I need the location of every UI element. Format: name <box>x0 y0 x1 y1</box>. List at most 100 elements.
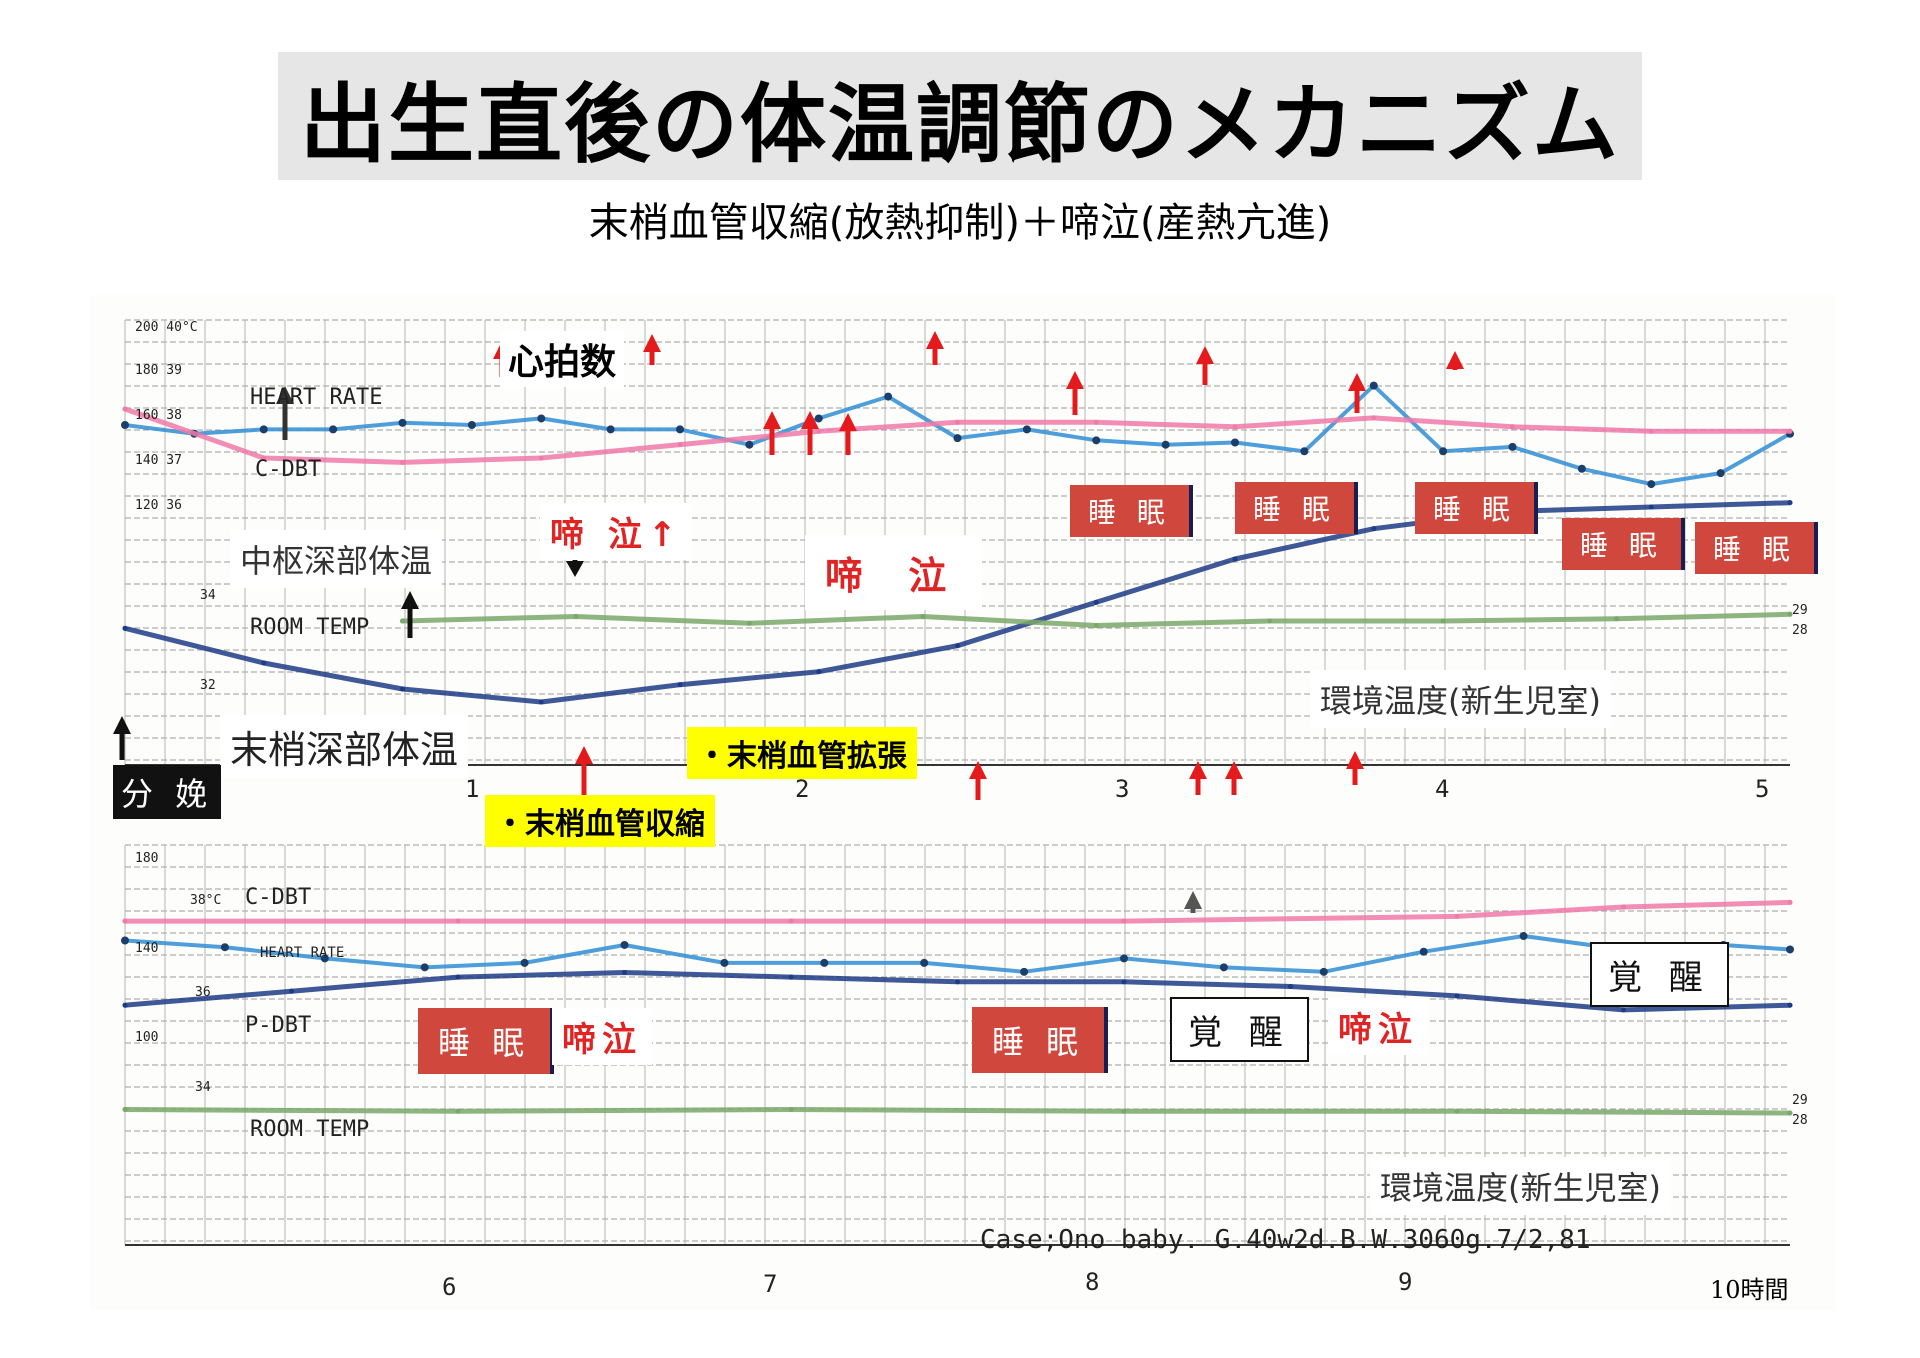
c-dbt-label: C-DBT <box>255 457 322 482</box>
data-point <box>1121 918 1127 924</box>
crying-arrow-head <box>1196 346 1214 364</box>
data-point <box>820 958 829 967</box>
data-point <box>676 425 684 434</box>
data-point <box>1319 967 1328 976</box>
data-point <box>1716 469 1725 478</box>
awake-label-1: 覚 醒 <box>1170 997 1309 1062</box>
p-dbt-label: P-DBT <box>245 1013 312 1038</box>
data-point <box>259 425 268 434</box>
data-point <box>920 958 929 967</box>
delivery-label: 分 娩 <box>113 765 222 819</box>
room-temp-label-top: ROOM TEMP <box>250 615 370 640</box>
data-point <box>261 455 267 461</box>
room-tick: 29 <box>1792 603 1808 618</box>
data-point <box>1161 440 1170 449</box>
data-point <box>1092 436 1101 445</box>
awake-label-2: 覚 醒 <box>1590 942 1729 1007</box>
y-tick: 34 <box>195 1080 211 1095</box>
data-point <box>1121 979 1127 985</box>
data-point <box>1648 428 1654 434</box>
data-point <box>1093 599 1099 605</box>
data-point <box>537 414 546 423</box>
data-point <box>289 988 294 994</box>
core-temp-arrow-head <box>276 386 294 404</box>
data-point <box>261 660 267 666</box>
crying-arrow-head <box>1189 761 1207 779</box>
data-point <box>467 421 476 429</box>
sleep-label-7: 睡 眠 <box>972 1007 1109 1073</box>
data-point <box>455 974 461 980</box>
data-point <box>1120 954 1128 963</box>
data-point <box>1787 428 1793 434</box>
data-point <box>1508 442 1517 451</box>
chart-sheet: HEART RATE C-DBT ROOM TEMP C-DBT HEART R… <box>90 295 1835 1310</box>
series-line-c-dbt <box>122 899 1793 924</box>
x-tick: 9 <box>1398 1268 1413 1296</box>
data-point <box>953 434 962 443</box>
series-line-heart-rate <box>123 934 1792 974</box>
peripheral-temp-label: 末梢深部体温 <box>220 715 469 778</box>
page-subtitle: 末梢血管収縮(放熱抑制)＋啼泣(産熱亢進) <box>588 200 1332 246</box>
case-note: Case;Ono baby. G.40w2d.B.W.3060g.7/2,81 <box>980 1225 1591 1255</box>
x-tick: 3 <box>1115 775 1130 803</box>
crying-label-bottom-2: 啼泣 <box>1328 998 1428 1055</box>
x-tick: 8 <box>1085 1268 1100 1296</box>
data-point <box>1219 963 1228 972</box>
series-layer <box>121 381 1794 1116</box>
sleep-label-4: 睡 眠 <box>1562 518 1685 570</box>
data-point <box>1267 618 1273 624</box>
environment-temp-label-top: 環境温度(新生児室) <box>1310 670 1611 728</box>
page-title: 出生直後の体温調節のメカニズム <box>300 74 1620 175</box>
data-point <box>788 974 794 980</box>
crying-arrow-head <box>839 413 857 431</box>
data-point <box>720 958 729 967</box>
crying-arrow-head <box>926 331 944 349</box>
data-point <box>788 918 794 924</box>
data-point <box>1577 464 1586 473</box>
crying-arrow-head <box>1066 371 1084 389</box>
data-point <box>1621 904 1626 910</box>
crying-label-bottom-1: 啼泣 <box>552 1008 652 1065</box>
data-point <box>1369 381 1378 390</box>
crying-up-label: 啼 泣↑ <box>540 503 693 560</box>
data-point <box>121 421 129 429</box>
heart-rate-jp-label: 心拍数 <box>500 331 625 387</box>
data-point <box>1647 480 1656 489</box>
environment-arrow-bottom-head <box>1184 891 1202 909</box>
y-tick: 34 <box>200 588 216 603</box>
room-tick: 29 <box>1792 1093 1808 1108</box>
data-point <box>788 1107 794 1112</box>
heart-rate-label-bottom: HEART RATE <box>260 945 345 961</box>
data-point <box>606 425 615 434</box>
x-tick: 4 <box>1435 775 1450 803</box>
x-tick: 5 <box>1755 775 1770 803</box>
data-point <box>1787 500 1793 506</box>
data-point <box>400 459 405 465</box>
x-tick: 10時間 <box>1710 1276 1789 1304</box>
crying-arrow-head <box>763 411 781 429</box>
data-point <box>677 442 683 448</box>
data-point <box>1787 611 1793 617</box>
data-point <box>620 940 629 949</box>
sleep-label-5: 睡 眠 <box>1695 522 1818 574</box>
x-tick: 7 <box>763 1270 778 1298</box>
data-point <box>1787 1002 1793 1008</box>
data-point <box>955 979 960 985</box>
data-point <box>538 699 544 705</box>
data-point <box>1454 993 1460 999</box>
y-tick: 140 37 <box>135 453 182 468</box>
crying-arrow-head <box>575 746 593 764</box>
data-point <box>1419 947 1428 956</box>
data-point <box>538 455 544 461</box>
crying-arrow-head <box>801 411 819 429</box>
series-line-p-dbt <box>122 970 1793 1013</box>
heart-rate-label: HEART RATE <box>250 385 383 410</box>
x-tick: 2 <box>795 775 810 803</box>
data-point <box>1020 967 1029 976</box>
data-point <box>622 969 627 975</box>
data-point <box>1093 419 1099 425</box>
data-point <box>520 958 529 967</box>
data-point <box>1787 1110 1793 1116</box>
environment-temp-label-bottom: 環境温度(新生児室) <box>1370 1157 1671 1215</box>
data-point <box>955 643 960 649</box>
